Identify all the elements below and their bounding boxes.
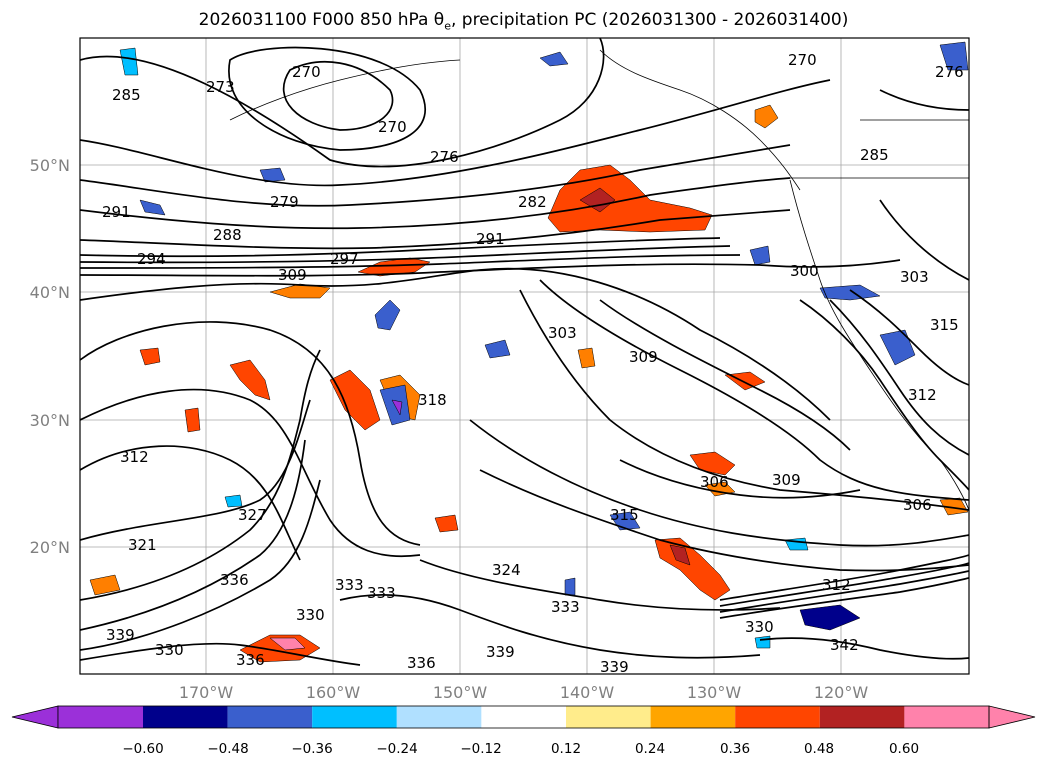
contour-label: 291 bbox=[102, 203, 131, 221]
lat-label: 40°N bbox=[30, 283, 70, 302]
colorbar-outline bbox=[57, 705, 990, 729]
longitude-labels: 170°W 160°W 150°W 140°W 130°W 120°W bbox=[179, 683, 869, 702]
theta-e-contours bbox=[80, 38, 969, 666]
lon-label: 120°W bbox=[814, 683, 869, 702]
contour-label: 312 bbox=[908, 386, 937, 404]
contour-label: 312 bbox=[822, 576, 851, 594]
precip-negative-regions bbox=[119, 41, 969, 649]
contour-label: 309 bbox=[772, 471, 801, 489]
colorbar-swatch bbox=[312, 706, 397, 728]
colorbar-tick-labels: −0.60 −0.48 −0.36 −0.24 −0.12 0.12 0.24 … bbox=[122, 741, 919, 757]
lon-label: 130°W bbox=[687, 683, 742, 702]
contour-label: 330 bbox=[155, 641, 184, 659]
contour-label: 279 bbox=[270, 193, 299, 211]
contour-label: 339 bbox=[600, 658, 629, 676]
lon-label: 170°W bbox=[179, 683, 234, 702]
colorbar-tick: 0.12 bbox=[551, 741, 581, 757]
contour-label: 342 bbox=[830, 636, 859, 654]
contour-label: 330 bbox=[296, 606, 325, 624]
contour-label: 270 bbox=[292, 63, 321, 81]
colorbar-tick: 0.48 bbox=[804, 741, 834, 757]
contour-label: 273 bbox=[206, 78, 235, 96]
colorbar-swatch bbox=[566, 706, 651, 728]
contour-label: 327 bbox=[238, 506, 267, 524]
colorbar-tick: −0.12 bbox=[460, 741, 501, 757]
contour-label: 318 bbox=[418, 391, 447, 409]
contour-label: 285 bbox=[860, 146, 889, 164]
colorbar-tick: 0.24 bbox=[635, 741, 665, 757]
contour-label: 336 bbox=[407, 654, 436, 672]
contour-label: 270 bbox=[788, 51, 817, 69]
colorbar-tick: −0.36 bbox=[291, 741, 332, 757]
contour-label: 276 bbox=[935, 63, 964, 81]
precip-positive-regions bbox=[89, 104, 969, 663]
colorbar-swatch bbox=[396, 706, 482, 728]
contour-label: 300 bbox=[790, 262, 819, 280]
lon-label: 140°W bbox=[560, 683, 615, 702]
colorbar-swatch bbox=[735, 706, 820, 728]
contour-label: 270 bbox=[378, 118, 407, 136]
colorbar-extend-high bbox=[988, 705, 1036, 729]
colorbar-swatch bbox=[481, 706, 566, 728]
plot-title: 2026031100 F000 850 hPa θe, precipitatio… bbox=[198, 10, 849, 33]
contour-label: 333 bbox=[551, 598, 580, 616]
colorbar-tick: 0.36 bbox=[720, 741, 750, 757]
contour-label: 285 bbox=[112, 86, 141, 104]
colorbar-tick: −0.24 bbox=[376, 741, 417, 757]
contour-label: 312 bbox=[120, 448, 149, 466]
contour-label: 321 bbox=[128, 536, 157, 554]
contour-label: 309 bbox=[629, 348, 658, 366]
contour-label: 324 bbox=[492, 561, 521, 579]
contour-label: 297 bbox=[330, 250, 359, 268]
contour-label: 339 bbox=[486, 643, 515, 661]
contour-label: 339 bbox=[106, 626, 135, 644]
lat-label: 30°N bbox=[30, 411, 70, 430]
contour-label: 336 bbox=[236, 651, 265, 669]
contour-label: 291 bbox=[476, 230, 505, 248]
contour-labels: 270 270 270 273 276 276 279 282 285 285 … bbox=[102, 51, 964, 676]
latitude-labels: 50°N 40°N 30°N 20°N bbox=[30, 156, 70, 557]
contour-label: 306 bbox=[903, 496, 932, 514]
colorbar-swatch bbox=[904, 706, 989, 728]
contour-label: 330 bbox=[745, 618, 774, 636]
colorbar-tick: 0.60 bbox=[889, 741, 919, 757]
colorbar-swatch bbox=[819, 706, 905, 728]
contour-label: 315 bbox=[610, 506, 639, 524]
contour-label: 315 bbox=[930, 316, 959, 334]
lat-label: 50°N bbox=[30, 156, 70, 175]
colorbar-tick: −0.48 bbox=[207, 741, 248, 757]
contour-label: 306 bbox=[700, 473, 729, 491]
contour-label: 282 bbox=[518, 193, 547, 211]
colorbar bbox=[11, 705, 1036, 729]
contour-label: 294 bbox=[137, 250, 166, 268]
contour-label: 276 bbox=[430, 148, 459, 166]
contour-label: 288 bbox=[213, 226, 242, 244]
colorbar-swatch bbox=[58, 706, 143, 728]
colorbar-extend-low bbox=[11, 705, 59, 729]
colorbar-tick: −0.60 bbox=[122, 741, 163, 757]
lon-label: 160°W bbox=[306, 683, 361, 702]
colorbar-swatch bbox=[227, 706, 313, 728]
contour-label: 333 bbox=[335, 576, 364, 594]
lat-label: 20°N bbox=[30, 538, 70, 557]
colorbar-swatch bbox=[143, 706, 228, 728]
colorbar-swatch bbox=[650, 706, 736, 728]
coastlines bbox=[229, 49, 969, 511]
contour-label: 336 bbox=[220, 571, 249, 589]
contour-label: 303 bbox=[548, 324, 577, 342]
contour-label: 309 bbox=[278, 266, 307, 284]
map-frame bbox=[79, 37, 970, 675]
contour-label: 333 bbox=[367, 584, 396, 602]
contour-label: 303 bbox=[900, 268, 929, 286]
lon-label: 150°W bbox=[433, 683, 488, 702]
